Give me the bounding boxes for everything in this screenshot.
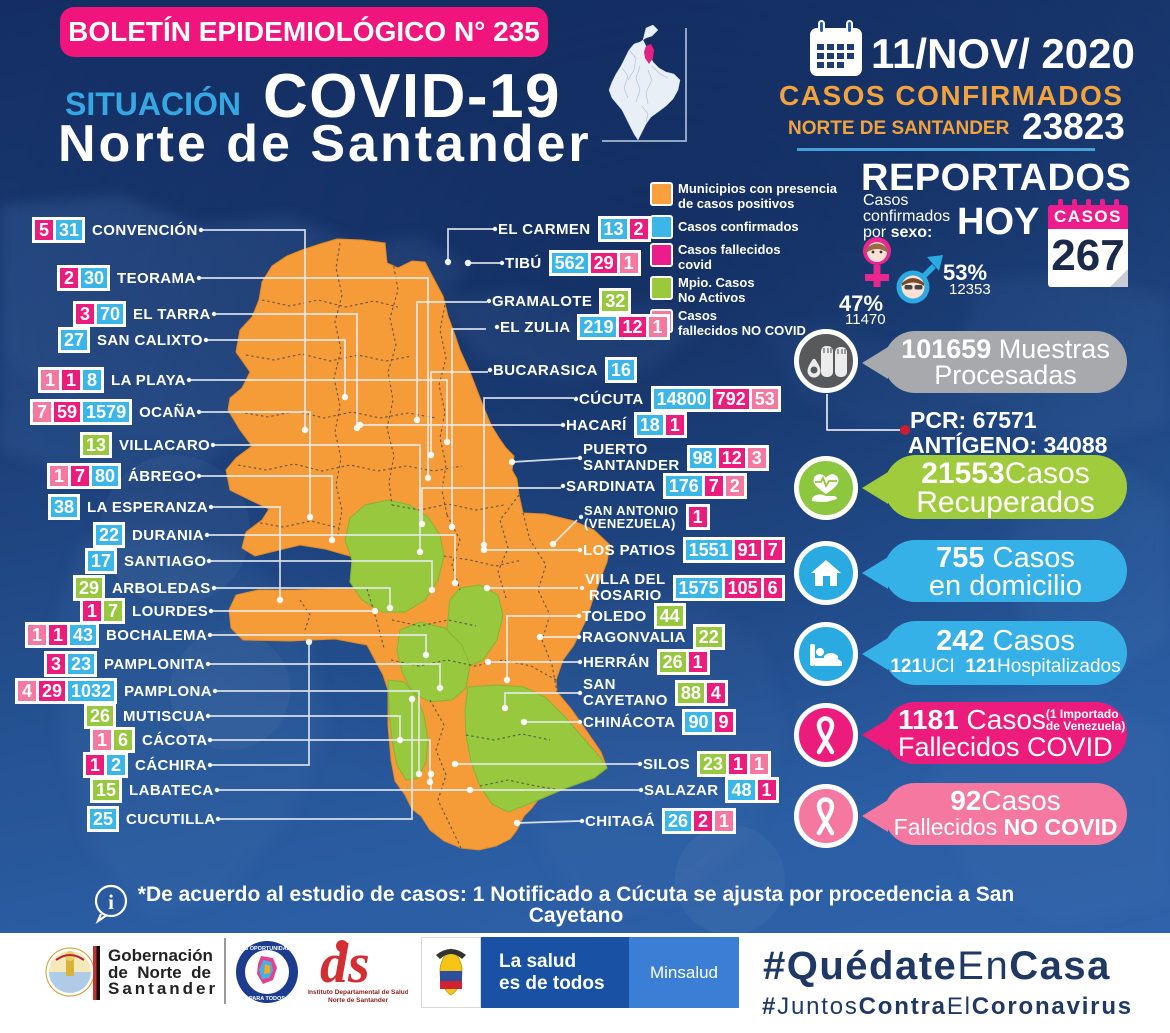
svg-text:PARA TODOS: PARA TODOS	[249, 996, 285, 1002]
svg-text:MÁS OPORTUNIDADES: MÁS OPORTUNIDADES	[236, 945, 298, 952]
svg-text:Instituto Departamental de Sal: Instituto Departamental de Salud	[308, 989, 408, 996]
svg-text:Norte de Santander: Norte de Santander	[328, 997, 388, 1004]
svg-text:i: i	[108, 890, 114, 914]
